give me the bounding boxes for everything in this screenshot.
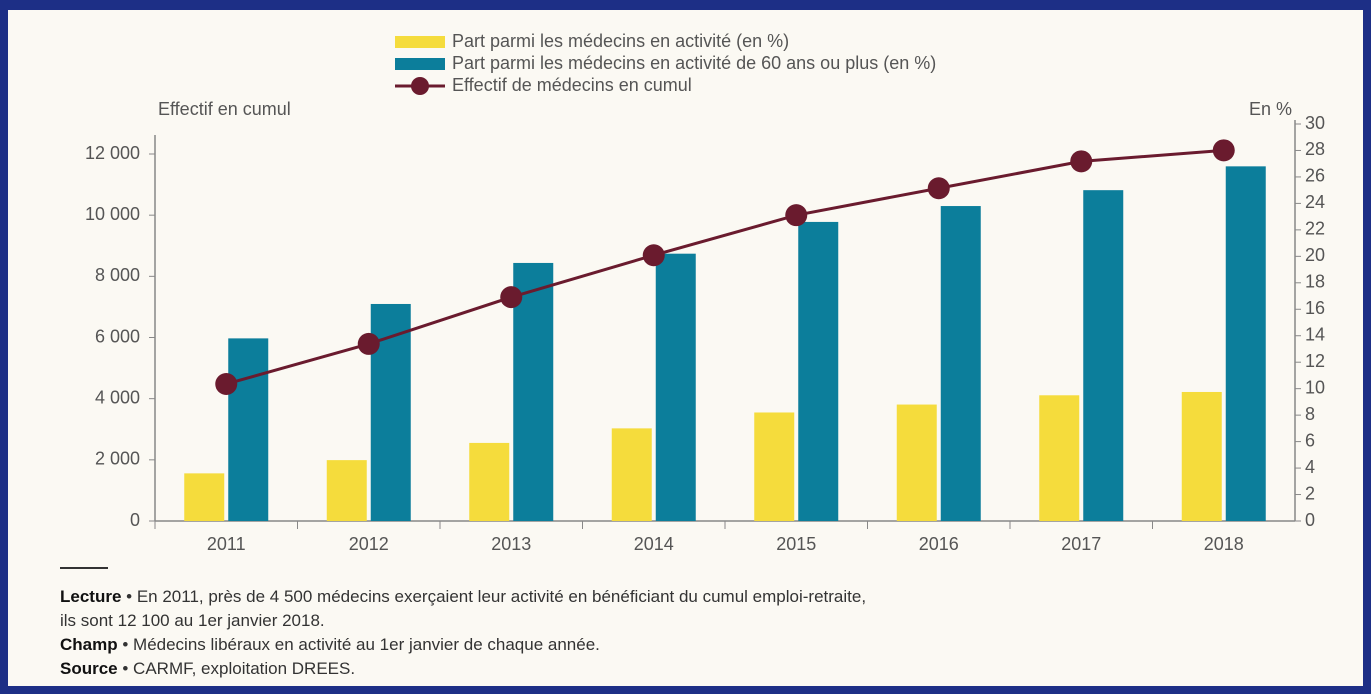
note-text: ils sont 12 100 au 1er janvier 2018. bbox=[60, 611, 325, 630]
line bbox=[225, 148, 1224, 386]
y-tick-label: 2 000 bbox=[95, 449, 140, 469]
note: Champ • Médecins libéraux en activité au… bbox=[60, 635, 600, 654]
bar bbox=[798, 221, 839, 521]
bar bbox=[611, 428, 652, 521]
y2-tick-label: 28 bbox=[1305, 139, 1325, 159]
legend-label: Part parmi les médecins en activité (en … bbox=[452, 31, 789, 51]
note-label: Source bbox=[60, 659, 118, 678]
bar bbox=[1039, 395, 1080, 521]
y-tick-label: 10 000 bbox=[85, 204, 140, 224]
y2-tick-label: 16 bbox=[1305, 298, 1325, 318]
y2-tick-label: 30 bbox=[1305, 113, 1325, 133]
bar bbox=[513, 262, 554, 521]
note: Source • CARMF, exploitation DREES. bbox=[60, 659, 355, 678]
bar bbox=[754, 412, 795, 521]
bar bbox=[940, 206, 981, 521]
y2-tick-label: 14 bbox=[1305, 324, 1325, 344]
y2-tick-label: 24 bbox=[1305, 192, 1325, 212]
x-tick-label: 2013 bbox=[491, 534, 531, 554]
y-tick-label: 4 000 bbox=[95, 387, 140, 407]
y-tick-label: 6 000 bbox=[95, 326, 140, 346]
y2-tick-label: 2 bbox=[1305, 483, 1315, 503]
x-tick-label: 2015 bbox=[776, 534, 816, 554]
y2-axis-label: En % bbox=[1249, 99, 1292, 119]
y2-tick-label: 18 bbox=[1305, 272, 1325, 292]
line-point bbox=[1212, 139, 1235, 162]
line-point bbox=[215, 372, 238, 395]
note-text: • En 2011, près de 4 500 médecins exerça… bbox=[126, 587, 866, 606]
y2-tick-label: 8 bbox=[1305, 404, 1315, 424]
bar bbox=[655, 253, 696, 522]
y-tick-label: 0 bbox=[130, 510, 140, 530]
x-tick-label: 2018 bbox=[1204, 534, 1244, 554]
line-point bbox=[500, 286, 523, 309]
bar bbox=[228, 338, 269, 521]
y2-tick-label: 6 bbox=[1305, 430, 1315, 450]
y-tick-label: 12 000 bbox=[85, 143, 140, 163]
y2-tick-label: 0 bbox=[1305, 510, 1315, 530]
x-tick-label: 2017 bbox=[1061, 534, 1101, 554]
legend-label: Effectif de médecins en cumul bbox=[452, 75, 692, 95]
x-tick-label: 2016 bbox=[919, 534, 959, 554]
line-point bbox=[357, 332, 380, 355]
line-point bbox=[642, 244, 665, 267]
bar bbox=[1083, 190, 1124, 521]
bar bbox=[896, 404, 937, 521]
y2-tick-label: 10 bbox=[1305, 377, 1325, 397]
y2-tick-label: 22 bbox=[1305, 219, 1325, 239]
y2-tick-label: 12 bbox=[1305, 351, 1325, 371]
bar bbox=[326, 460, 367, 521]
note: Lecture • En 2011, près de 4 500 médecin… bbox=[60, 587, 866, 606]
bar bbox=[184, 473, 225, 521]
legend-swatch bbox=[395, 58, 445, 70]
note-text: • Médecins libéraux en activité au 1er j… bbox=[122, 635, 600, 654]
note: ils sont 12 100 au 1er janvier 2018. bbox=[60, 611, 325, 630]
y-tick-label: 8 000 bbox=[95, 265, 140, 285]
y2-tick-label: 20 bbox=[1305, 245, 1325, 265]
x-tick-label: 2014 bbox=[634, 534, 674, 554]
x-tick-label: 2011 bbox=[207, 534, 246, 554]
bar bbox=[1181, 391, 1222, 521]
note-label: Champ bbox=[60, 635, 118, 654]
note-text: • CARMF, exploitation DREES. bbox=[122, 659, 355, 678]
bar bbox=[469, 442, 510, 521]
legend-swatch bbox=[395, 36, 445, 48]
line-point bbox=[785, 204, 808, 227]
legend-label: Part parmi les médecins en activité de 6… bbox=[452, 53, 936, 73]
line-point bbox=[1070, 150, 1093, 173]
y-axis-label: Effectif en cumul bbox=[158, 99, 291, 119]
line-point bbox=[927, 177, 950, 200]
y2-tick-label: 26 bbox=[1305, 166, 1325, 186]
x-tick-label: 2012 bbox=[349, 534, 389, 554]
note-label: Lecture bbox=[60, 587, 121, 606]
y2-tick-label: 4 bbox=[1305, 457, 1315, 477]
legend-swatch bbox=[411, 77, 429, 95]
bar bbox=[1225, 166, 1266, 521]
